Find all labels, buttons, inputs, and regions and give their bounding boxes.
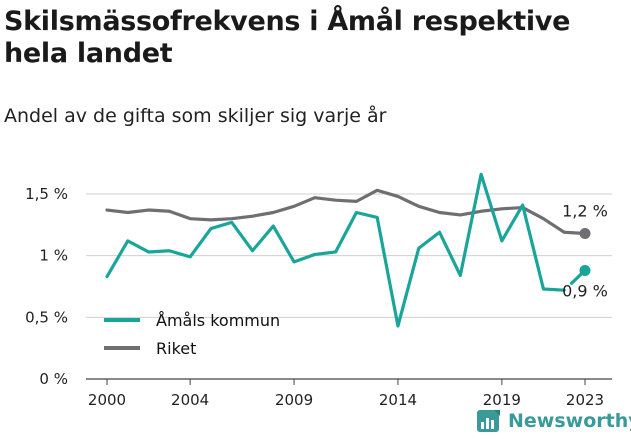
grid-lines	[86, 193, 612, 318]
x-tick-label: 2023	[566, 391, 604, 409]
x-tick-label: 2000	[88, 391, 126, 409]
x-tick-label: 2009	[275, 391, 313, 409]
end-label-riket: 1,2 %	[562, 201, 608, 220]
x-tick-label: 2004	[171, 391, 209, 409]
chart-subtitle: Andel av de gifta som skiljer sig varje …	[4, 105, 387, 127]
x-axis: 2000 2004 2009 2014 2019 2023	[86, 378, 612, 409]
legend-label-riket: Riket	[156, 339, 196, 358]
series-line-riket	[105, 188, 587, 236]
y-tick-label: 0,5 %	[25, 308, 68, 326]
y-axis: 0 % 0,5 % 1 % 1,5 %	[25, 185, 68, 388]
x-tick-label: 2014	[379, 391, 417, 409]
newsworthy-logo: Newsworthy	[476, 408, 631, 434]
y-tick-label: 1,5 %	[25, 185, 68, 203]
brand-name: Newsworthy	[508, 410, 631, 432]
series-lines	[105, 172, 587, 328]
series-line-amal	[105, 172, 566, 328]
legend: Åmåls kommun Riket	[104, 311, 280, 358]
endpoint-marker-amal	[579, 264, 591, 276]
y-tick-label: 0 %	[39, 370, 68, 388]
series-endpoints: 1,2 % 0,9 %	[562, 201, 608, 300]
x-tick-label: 2019	[483, 391, 521, 409]
y-tick-label: 1 %	[39, 247, 68, 265]
legend-label-amal: Åmåls kommun	[156, 311, 280, 330]
end-label-amal: 0,9 %	[562, 281, 608, 300]
endpoint-marker-riket	[579, 227, 591, 239]
chart-title: Skilsmässofrekvens i Åmål respektive hel…	[4, 6, 571, 69]
newsworthy-logo-icon	[477, 410, 500, 432]
